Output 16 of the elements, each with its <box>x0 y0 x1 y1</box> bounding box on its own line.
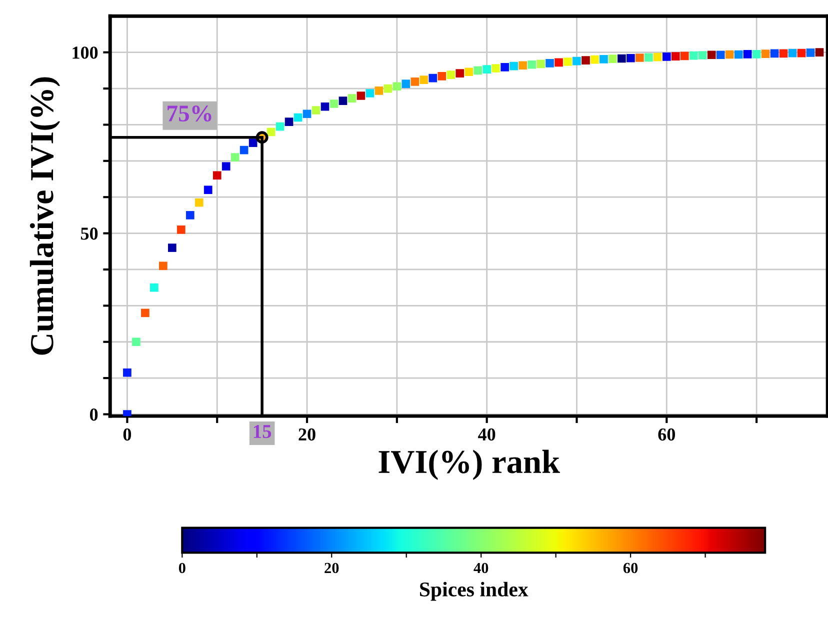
x-tick-label: 0 <box>123 428 132 441</box>
y-axis-title: Cumulative IVI(%) <box>30 77 60 355</box>
annotation: 75% <box>168 106 212 122</box>
x-tick-label: 60 <box>658 428 675 441</box>
color-bar-label: 60 <box>623 562 638 574</box>
color-bar-label: 20 <box>324 562 339 574</box>
y-tick-label: 0 <box>90 408 98 421</box>
x-axis-title: IVI(%) rank <box>378 450 560 480</box>
x-tick-label: 20 <box>298 428 316 441</box>
color-bar-label: 0 <box>178 562 186 574</box>
color-bar-title: Spices index <box>420 582 528 601</box>
ref-line-label: 15 <box>254 425 272 438</box>
x-tick-label: 40 <box>478 428 496 441</box>
color-bar-label: 40 <box>474 562 488 574</box>
y-tick-label: 50 <box>80 228 98 240</box>
y-tick-label: 100 <box>72 46 98 59</box>
